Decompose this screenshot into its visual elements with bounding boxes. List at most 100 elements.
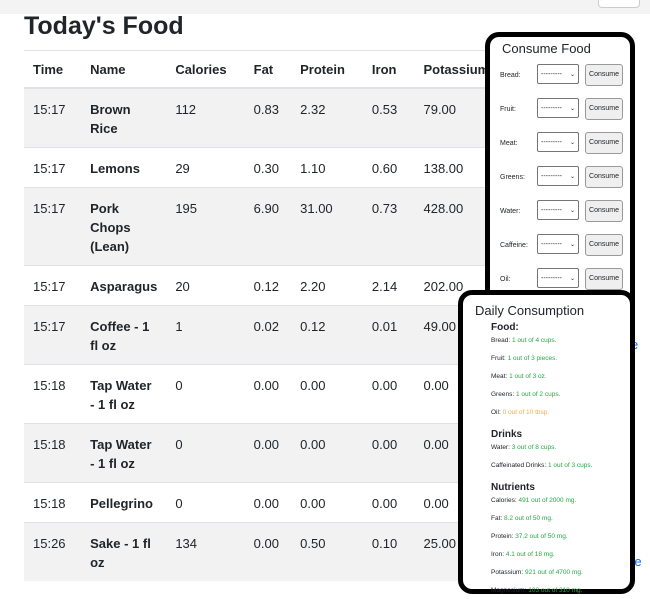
food-select[interactable]: --------- ⌄ — [537, 166, 579, 186]
consume-row-label: Bread: — [500, 72, 521, 79]
cell-protein: 2.20 — [291, 265, 363, 306]
consumption-label: Fat: — [491, 515, 503, 522]
cell-iron: 0.01 — [362, 305, 415, 365]
cell-time: 15:18 — [24, 364, 82, 424]
cell-time: 15:17 — [24, 87, 82, 148]
chevron-down-icon: ⌄ — [569, 242, 575, 248]
name-line: Rice — [90, 121, 118, 136]
consume-button[interactable]: Consume — [585, 268, 623, 290]
chevron-down-icon: ⌄ — [569, 140, 575, 146]
cell-calories: 195 — [166, 187, 245, 266]
cell-protein: 0.12 — [291, 305, 363, 365]
consume-row: Water: --------- ⌄ Consume — [500, 200, 625, 224]
cell-fat: 0.00 — [244, 482, 292, 523]
consumption-value: 8.2 out of 50 mg. — [504, 515, 553, 522]
consumption-label: Protein: — [491, 533, 514, 540]
cell-time: 15:18 — [24, 423, 82, 483]
consumption-label: Water: — [491, 444, 510, 451]
consume-button[interactable]: Consume — [585, 98, 623, 120]
consume-row: Fruit: --------- ⌄ Consume — [500, 98, 625, 122]
consume-button[interactable]: Consume — [585, 200, 623, 222]
consume-button[interactable]: Consume — [585, 64, 623, 86]
daily-consumption-panel: Daily Consumption Food: Bread: 1 out of 4… — [458, 290, 635, 594]
consumption-label: Greens: — [491, 391, 515, 398]
table-row: 15:17 Pork Chops (Lean) 195 6.90 31.00 0.73 428.… — [24, 187, 553, 266]
cell-iron: 0.60 — [362, 147, 415, 188]
consume-row: Bread: --------- ⌄ Consume — [500, 64, 625, 88]
name-line: - 1 fl oz — [90, 397, 135, 412]
name-line: Sake - 1 fl — [90, 536, 151, 551]
consume-row: Greens: --------- ⌄ Consume — [500, 166, 625, 190]
food-select-value: --------- — [541, 241, 562, 248]
name-line: (Lean) — [90, 239, 130, 254]
cell-time: 15:17 — [24, 187, 82, 266]
consumption-value: 0 out of 10 tbsp. — [502, 409, 550, 416]
food-select[interactable]: --------- ⌄ — [537, 98, 579, 118]
consume-button[interactable]: Consume — [585, 234, 623, 256]
name-line: fl oz — [90, 338, 117, 353]
cell-time: 15:17 — [24, 305, 82, 365]
name-line: Tap Water — [90, 378, 152, 393]
col-iron: Iron — [362, 50, 415, 89]
food-select[interactable]: --------- ⌄ — [537, 132, 579, 152]
consume-button[interactable]: Consume — [585, 166, 623, 188]
name-line: Tap Water — [90, 437, 152, 452]
chevron-down-icon: ⌄ — [569, 72, 575, 78]
cell-protein: 2.32 — [291, 87, 363, 148]
cell-name: Brown Rice — [81, 87, 167, 148]
chevron-down-icon: ⌄ — [569, 174, 575, 180]
cell-fat: 0.00 — [244, 522, 292, 581]
consume-row-label: Fruit: — [500, 106, 516, 113]
cell-fat: 0.12 — [244, 265, 292, 306]
consume-row: Oil: --------- ⌄ Consume — [500, 268, 625, 292]
consumption-value: 1 out of 3 cups. — [547, 462, 593, 469]
chevron-down-icon: ⌄ — [569, 106, 575, 112]
cell-calories: 0 — [166, 364, 245, 424]
consume-row-label: Meat: — [500, 140, 518, 147]
col-name: Name — [81, 50, 167, 89]
cell-calories: 29 — [166, 147, 245, 188]
cell-calories: 0 — [166, 482, 245, 523]
cell-iron: 0.00 — [362, 482, 415, 523]
consumption-label: Calories: — [491, 497, 517, 504]
cell-time: 15:17 — [24, 147, 82, 188]
consumption-item: Water: 3 out of 8 cups. — [491, 444, 556, 451]
consumption-value: 4.1 out of 18 mg. — [505, 551, 555, 558]
food-select[interactable]: --------- ⌄ — [537, 64, 579, 84]
name-line: oz — [90, 555, 105, 570]
consumption-value: 3 out of 8 cups. — [511, 444, 557, 451]
consumption-label: Iron: — [491, 551, 505, 558]
consume-row: Caffeine: --------- ⌄ Consume — [500, 234, 625, 258]
name-line: Pellegrino — [90, 496, 153, 511]
cell-calories: 0 — [166, 423, 245, 483]
food-select[interactable]: --------- ⌄ — [537, 200, 579, 220]
consumption-item: Caffeinated Drinks: 1 out of 3 cups. — [491, 462, 592, 469]
consumption-item: Bread: 1 out of 4 cups. — [491, 337, 556, 344]
consumption-label: Potassium: — [491, 569, 524, 576]
food-select[interactable]: --------- ⌄ — [537, 268, 579, 288]
drinks-heading: Drinks — [491, 429, 523, 440]
consume-food-panel: Consume Food Bread: --------- ⌄ Consume Frui… — [485, 32, 635, 334]
cell-fat: 0.30 — [244, 147, 292, 188]
top-button[interactable] — [598, 0, 640, 8]
consume-row-label: Greens: — [500, 174, 525, 181]
cell-time: 15:26 — [24, 522, 82, 581]
cell-protein: 0.00 — [291, 482, 363, 523]
consumption-item: Fat: 8.2 out of 50 mg. — [491, 515, 553, 522]
cell-name: Pellegrino — [81, 482, 167, 523]
consumption-label: Magnesium: — [491, 587, 527, 594]
table-header-row: Time Name Calories Fat Protein Iron Pota… — [24, 50, 553, 89]
cell-iron: 0.00 — [362, 423, 415, 483]
cell-name: Tap Water - 1 fl oz — [81, 364, 167, 424]
consume-button[interactable]: Consume — [585, 132, 623, 154]
consumption-item: Magnesium: 103 out of 310 mg. — [491, 587, 582, 594]
food-heading: Food: — [491, 322, 519, 333]
name-line: Brown — [90, 102, 131, 117]
consumption-value: 103 out of 310 mg. — [528, 587, 583, 594]
consumption-value: 1 out of 3 oz. — [509, 373, 547, 380]
food-select[interactable]: --------- ⌄ — [537, 234, 579, 254]
consume-food-title: Consume Food — [502, 41, 591, 56]
cell-protein: 1.10 — [291, 147, 363, 188]
name-line: Pork — [90, 201, 120, 216]
